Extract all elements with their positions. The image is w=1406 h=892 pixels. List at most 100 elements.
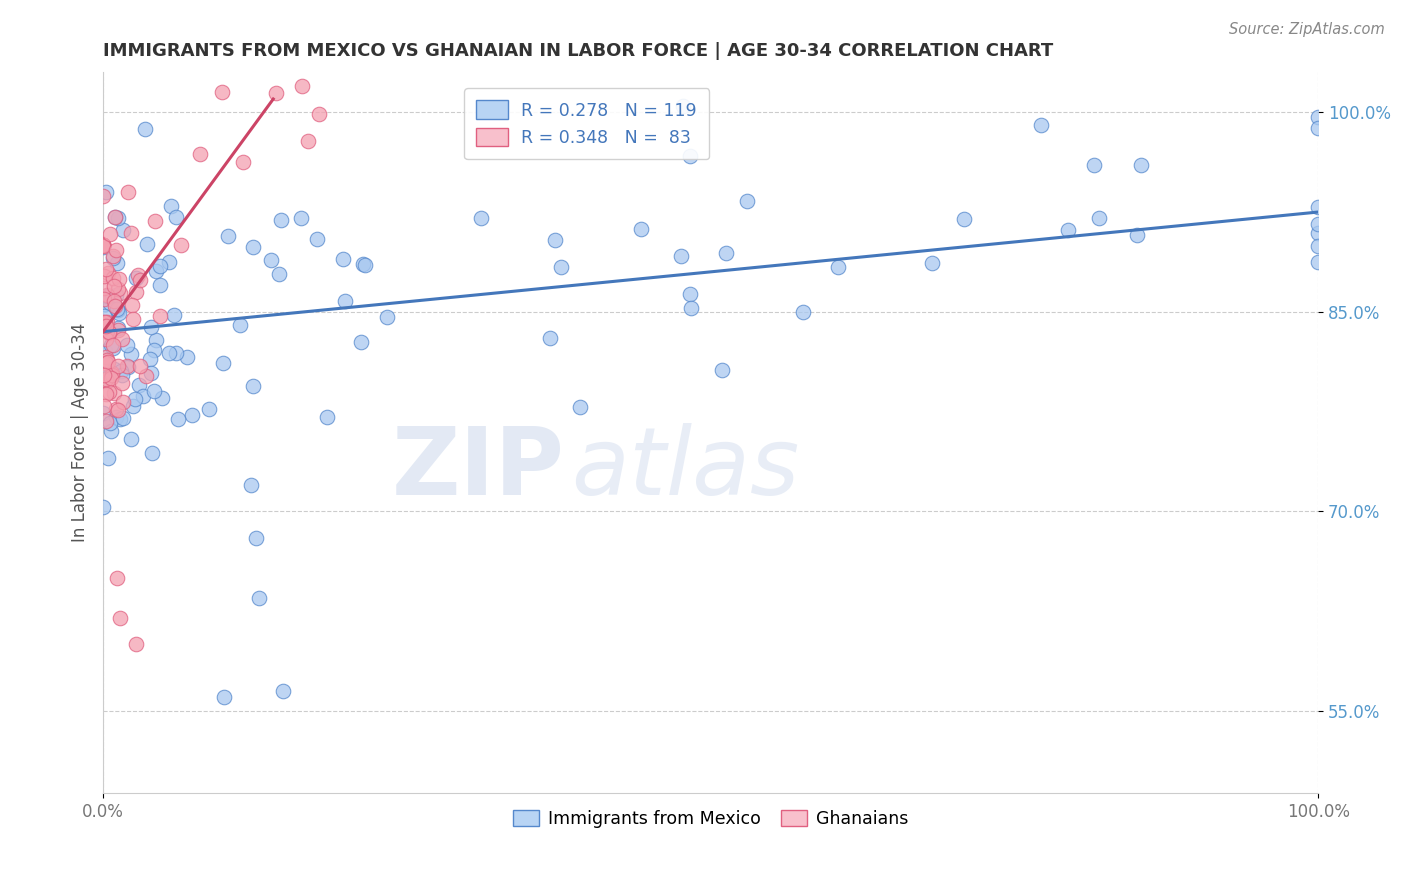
- Point: [157, 345, 180, 359]
- Point: [117, 186, 139, 200]
- Point: [124, 392, 146, 406]
- Point: [103, 362, 125, 376]
- Point: [352, 257, 374, 271]
- Point: [104, 402, 127, 417]
- Point: [97, 266, 120, 280]
- Point: [117, 338, 139, 352]
- Point: [108, 286, 131, 301]
- Point: [240, 477, 263, 491]
- Point: [101, 271, 124, 285]
- Point: [101, 338, 124, 352]
- Point: [245, 531, 267, 545]
- Point: [149, 278, 172, 293]
- Point: [120, 226, 142, 240]
- Point: [1129, 158, 1152, 172]
- Legend: Immigrants from Mexico, Ghanaians: Immigrants from Mexico, Ghanaians: [506, 803, 915, 835]
- Point: [105, 571, 128, 585]
- Point: [91, 321, 114, 335]
- Point: [141, 446, 163, 460]
- Point: [132, 389, 155, 403]
- Point: [105, 287, 128, 301]
- Point: [112, 223, 135, 237]
- Point: [93, 281, 115, 295]
- Point: [96, 374, 118, 388]
- Point: [96, 287, 118, 301]
- Point: [1083, 157, 1105, 171]
- Point: [107, 211, 129, 226]
- Point: [96, 315, 118, 329]
- Point: [94, 387, 117, 401]
- Point: [108, 412, 131, 426]
- Point: [94, 289, 117, 303]
- Point: [96, 371, 118, 385]
- Point: [353, 258, 375, 272]
- Point: [111, 368, 134, 382]
- Point: [91, 238, 114, 252]
- Point: [141, 366, 163, 380]
- Point: [112, 411, 135, 425]
- Point: [198, 402, 221, 417]
- Point: [134, 122, 156, 136]
- Point: [98, 325, 121, 339]
- Point: [91, 374, 114, 388]
- Point: [111, 332, 134, 346]
- Point: [143, 214, 166, 228]
- Point: [96, 324, 118, 338]
- Point: [107, 359, 129, 373]
- Point: [97, 289, 120, 303]
- Point: [93, 315, 115, 329]
- Point: [290, 211, 312, 225]
- Point: [108, 610, 131, 624]
- Point: [538, 331, 561, 345]
- Point: [91, 238, 114, 252]
- Point: [111, 376, 134, 390]
- Point: [716, 246, 738, 260]
- Point: [101, 249, 124, 263]
- Point: [1056, 223, 1078, 237]
- Point: [1031, 118, 1053, 132]
- Point: [117, 359, 139, 373]
- Point: [139, 319, 162, 334]
- Point: [135, 368, 157, 383]
- Point: [107, 303, 129, 318]
- Point: [157, 255, 180, 269]
- Point: [91, 406, 114, 420]
- Point: [93, 189, 115, 203]
- Point: [107, 402, 129, 417]
- Point: [710, 363, 733, 377]
- Point: [91, 238, 114, 252]
- Point: [128, 378, 150, 392]
- Point: [350, 334, 373, 349]
- Point: [122, 312, 145, 326]
- Point: [128, 359, 150, 373]
- Point: [121, 298, 143, 312]
- Point: [100, 424, 122, 438]
- Text: Source: ZipAtlas.com: Source: ZipAtlas.com: [1229, 22, 1385, 37]
- Point: [98, 296, 121, 310]
- Point: [97, 368, 120, 383]
- Point: [107, 320, 129, 334]
- Point: [94, 413, 117, 427]
- Point: [166, 346, 188, 360]
- Point: [97, 450, 120, 465]
- Point: [101, 368, 124, 382]
- Point: [105, 301, 128, 316]
- Point: [94, 356, 117, 370]
- Point: [129, 273, 152, 287]
- Point: [91, 315, 114, 329]
- Point: [270, 213, 292, 227]
- Point: [103, 293, 125, 308]
- Point: [94, 262, 117, 277]
- Point: [149, 259, 172, 273]
- Point: [112, 395, 135, 409]
- Point: [150, 391, 173, 405]
- Point: [568, 400, 591, 414]
- Point: [91, 240, 114, 254]
- Point: [1308, 239, 1330, 253]
- Point: [91, 238, 114, 252]
- Point: [1308, 200, 1330, 214]
- Point: [93, 343, 115, 358]
- Point: [1308, 111, 1330, 125]
- Point: [96, 352, 118, 367]
- Point: [271, 683, 294, 698]
